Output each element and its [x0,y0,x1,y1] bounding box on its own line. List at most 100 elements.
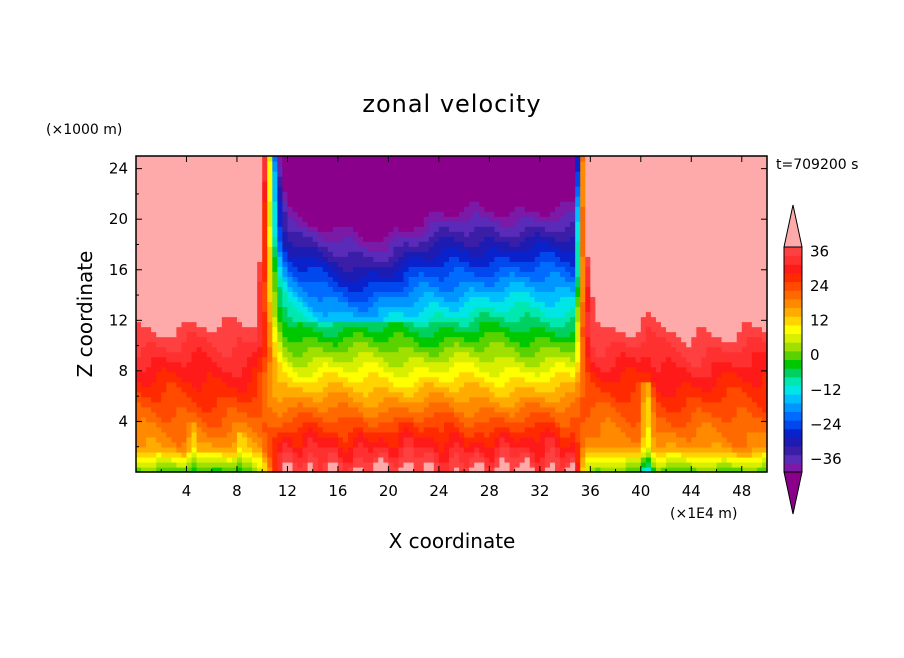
heatmap-cell [221,456,228,463]
heatmap-cell [620,301,627,308]
heatmap-cell [585,461,591,468]
heatmap-cell [464,451,470,458]
heatmap-cell [216,381,223,388]
heatmap-cell [570,421,576,428]
heatmap-cell [156,341,162,348]
heatmap-cell [211,426,218,433]
heatmap-cell [615,301,622,308]
heatmap-cell [257,291,263,298]
heatmap-cell [630,431,637,438]
heatmap-cell [711,366,718,373]
heatmap-cell [575,326,581,333]
heatmap-cell [534,276,541,282]
heatmap-cell [494,371,501,378]
heatmap-cell [368,431,374,438]
heatmap-cell [565,401,571,408]
heatmap-cell [746,301,753,308]
heatmap-cell [166,381,172,388]
heatmap-cell [267,386,273,393]
heatmap-cell [454,466,460,473]
heatmap-cell [151,336,157,343]
heatmap-cell [403,346,410,353]
heatmap-cell [348,456,354,463]
heatmap-cell [610,436,617,443]
heatmap-cell [267,301,273,308]
heatmap-cell [398,426,405,433]
heatmap-cell [201,456,208,463]
heatmap-cell [605,286,612,293]
x-unit-label: (×1E4 m) [670,506,737,522]
heatmap-cell [151,361,157,368]
heatmap-cell [186,291,193,298]
heatmap-cell [221,391,228,398]
heatmap-cell [302,356,309,363]
heatmap-cell [620,306,627,313]
heatmap-cell [373,381,379,388]
heatmap-cell [423,291,430,298]
heatmap-cell [635,416,642,423]
heatmap-cell [161,306,167,313]
heatmap-cell [247,366,253,373]
heatmap-cell [706,391,713,398]
heatmap-cell [681,286,687,293]
heatmap-cell [554,421,561,428]
heatmap-cell [706,456,713,463]
heatmap-cell [560,356,566,363]
heatmap-cell [378,416,384,423]
heatmap-cell [549,381,556,388]
heatmap-cell [171,336,177,343]
heatmap-cell [686,451,692,458]
heatmap-cell [221,356,228,363]
heatmap-cell [176,291,183,298]
heatmap-cell [181,391,188,398]
heatmap-cell [368,306,374,313]
heatmap-cell [731,346,738,353]
heatmap-cell [514,351,521,358]
heatmap-cell [176,451,183,458]
heatmap-cell [655,436,662,443]
heatmap-cell [464,366,470,373]
heatmap-cell [363,376,369,383]
heatmap-cell [489,306,496,313]
heatmap-cell [701,376,708,383]
heatmap-cell [327,451,334,458]
heatmap-cell [554,411,561,418]
heatmap-cell [141,276,147,282]
heatmap-cell [236,306,243,313]
heatmap-cell [211,331,218,338]
heatmap-cell [201,286,208,293]
heatmap-cell [721,301,728,308]
heatmap-cell [741,371,748,378]
heatmap-cell [640,451,647,458]
heatmap-cell [226,291,233,298]
heatmap-cell [403,461,410,468]
heatmap-cell [136,371,142,378]
heatmap-cell [560,436,566,443]
heatmap-cell [640,441,647,448]
heatmap-cell [580,436,586,443]
heatmap-cell [534,351,541,358]
heatmap-cell [565,296,571,303]
heatmap-cell [655,276,662,282]
heatmap-cell [756,291,763,298]
heatmap-cell [448,451,455,458]
heatmap-cell [494,361,501,368]
heatmap-cell [590,436,596,443]
heatmap-cell [726,351,733,358]
heatmap-cell [746,416,753,423]
heatmap-cell [479,441,485,448]
heatmap-cell [534,411,541,418]
heatmap-cell [565,451,571,458]
heatmap-cell [479,281,485,288]
heatmap-cell [696,326,702,333]
heatmap-cell [312,401,319,408]
heatmap-cell [161,391,167,398]
heatmap-cell [161,411,167,418]
heatmap-cell [549,346,556,353]
heatmap-cell [625,276,632,282]
heatmap-cell [620,451,627,458]
heatmap-cell [196,381,203,388]
heatmap-cell [721,466,728,473]
heatmap-cell [171,341,177,348]
heatmap-cell [403,391,410,398]
